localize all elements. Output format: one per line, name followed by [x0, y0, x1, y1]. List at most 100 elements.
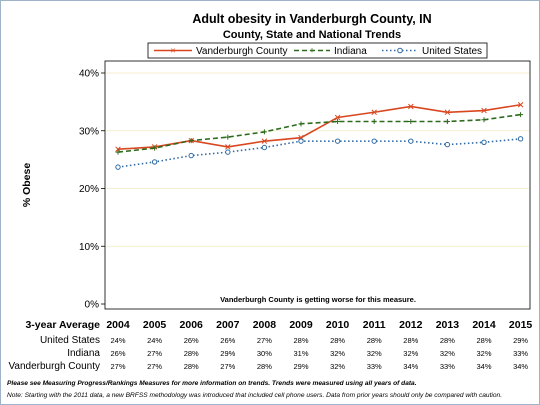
- table-cell: 33%: [513, 349, 528, 358]
- series-line-indiana: [117, 113, 521, 153]
- table-cell: 34%: [476, 362, 491, 371]
- point-united-states: [517, 136, 524, 142]
- table-cell: 28%: [330, 336, 345, 345]
- point-united-states: [444, 141, 451, 148]
- table-cell: 26%: [184, 336, 199, 345]
- point-indiana: [188, 138, 194, 144]
- point-vanderburgh-county: [115, 146, 121, 152]
- table-cell: 28%: [403, 336, 418, 345]
- point-united-states: [188, 152, 194, 159]
- point-indiana: [225, 134, 231, 140]
- table-cell: 27%: [110, 362, 125, 371]
- trend-annotation: Vanderburgh County is getting worse for …: [220, 295, 416, 304]
- table-cell: 27%: [147, 349, 162, 358]
- point-united-states: [225, 149, 231, 155]
- point-vanderburgh-county: [481, 107, 487, 114]
- x-tick-label: 2015: [509, 319, 533, 331]
- table-cell: 27%: [220, 362, 235, 371]
- point-united-states: [334, 138, 341, 144]
- point-indiana: [298, 121, 304, 127]
- legend-label-vanderburgh: Vanderburgh County: [196, 46, 288, 57]
- table-cell: 32%: [367, 349, 382, 358]
- point-indiana: [115, 149, 121, 155]
- table-cell: 28%: [367, 336, 382, 345]
- table-cell: 28%: [184, 349, 199, 358]
- table-cell: 32%: [330, 362, 345, 371]
- table-cell: 28%: [440, 336, 455, 345]
- footnote-rankings: Please see Measuring Progress/Rankings M…: [7, 380, 417, 387]
- point-united-states: [371, 138, 377, 144]
- legend-symbol-united-states: [397, 47, 403, 54]
- legend: × Vanderburgh County + Indiana United St…: [147, 42, 488, 59]
- point-united-states: [298, 138, 304, 144]
- legend-label-indiana: Indiana: [334, 46, 367, 57]
- y-tick-label: 30%: [79, 126, 99, 137]
- x-tick-label: 2010: [326, 319, 350, 331]
- point-vanderburgh-county: [444, 109, 451, 116]
- table-header-label: 3-year Average: [25, 319, 100, 331]
- table-cell: 24%: [110, 336, 125, 345]
- legend-box: [147, 42, 488, 59]
- x-tick-label: 2012: [399, 319, 423, 331]
- x-tick-label: 2011: [363, 319, 386, 331]
- y-tick-label: 20%: [79, 184, 99, 195]
- footnote-methodology: Note: Starting with the 2011 data, a new…: [7, 392, 502, 399]
- point-indiana: [371, 119, 377, 125]
- point-vanderburgh-county: [225, 144, 231, 150]
- x-tick-label: 2005: [143, 319, 167, 331]
- table-cell: 31%: [293, 349, 308, 358]
- table-cell: 28%: [293, 336, 308, 345]
- x-tick-label: 2013: [436, 319, 460, 331]
- table-row-label-united-states: United States: [40, 335, 100, 346]
- point-vanderburgh-county: [371, 109, 377, 116]
- point-indiana: [335, 119, 341, 125]
- x-tick-label: 2006: [180, 319, 204, 331]
- table-cell: 29%: [293, 362, 308, 371]
- table-cell: 29%: [513, 336, 528, 345]
- chart-subtitle: County, State and National Trends: [223, 29, 401, 41]
- table-cell: 26%: [220, 336, 235, 345]
- table-cell: 28%: [184, 362, 199, 371]
- point-vanderburgh-county: [517, 102, 524, 108]
- table-cell: 33%: [440, 362, 455, 371]
- x-tick-label: 2014: [472, 319, 496, 331]
- table-cell: 27%: [257, 336, 272, 345]
- table-row-label-indiana: Indiana: [67, 348, 100, 359]
- x-tick-label: 2008: [253, 319, 277, 331]
- point-vanderburgh-county: [334, 114, 341, 121]
- point-vanderburgh-county: [261, 138, 268, 144]
- point-indiana: [408, 119, 414, 125]
- y-tick-label: 40%: [79, 69, 99, 80]
- table-cell: 26%: [110, 349, 125, 358]
- x-tick-label: 2007: [216, 319, 240, 331]
- table-cell: 32%: [330, 349, 345, 358]
- table-cell: 29%: [220, 349, 235, 358]
- plot-area: [104, 60, 531, 310]
- point-vanderburgh-county: [408, 103, 414, 110]
- table-cell: 24%: [147, 336, 162, 345]
- point-united-states: [151, 159, 158, 165]
- table-cell: 27%: [147, 362, 162, 371]
- table-cell: 33%: [367, 362, 382, 371]
- point-united-states: [115, 164, 121, 170]
- point-indiana: [261, 129, 267, 135]
- table-cell: 30%: [257, 349, 272, 358]
- point-indiana: [518, 112, 524, 118]
- table-cell: 32%: [476, 349, 491, 358]
- point-indiana: [481, 117, 487, 123]
- legend-symbol-indiana: +: [309, 46, 314, 56]
- point-united-states: [261, 144, 268, 151]
- table-cell: 34%: [403, 362, 418, 371]
- table-cell: 28%: [257, 362, 272, 371]
- table-row-label-vanderburgh-county: Vanderburgh County: [8, 361, 100, 372]
- x-tick-label: 2009: [289, 319, 313, 331]
- x-tick-label: 2004: [106, 319, 130, 331]
- legend-symbol-vanderburgh: ×: [170, 46, 175, 56]
- legend-label-united-states: United States: [422, 46, 482, 57]
- point-indiana: [444, 119, 450, 125]
- point-indiana: [152, 145, 158, 151]
- table-cell: 32%: [403, 349, 418, 358]
- table-cell: 28%: [476, 336, 491, 345]
- point-united-states: [408, 138, 414, 144]
